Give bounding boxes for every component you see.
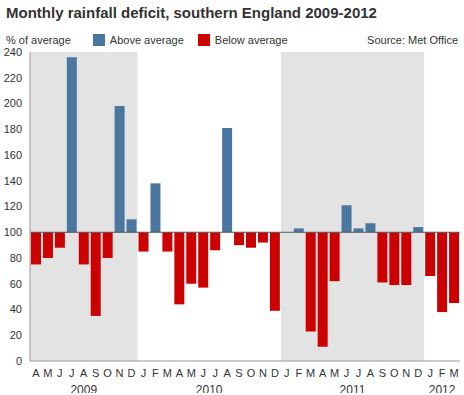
svg-text:S: S	[92, 367, 99, 379]
svg-text:A: A	[367, 367, 375, 379]
svg-text:J: J	[200, 367, 206, 379]
svg-text:F: F	[439, 367, 446, 379]
svg-text:80: 80	[10, 252, 22, 264]
svg-text:M: M	[43, 367, 52, 379]
svg-text:A: A	[176, 367, 184, 379]
svg-text:O: O	[390, 367, 399, 379]
svg-text:D: D	[128, 367, 136, 379]
svg-text:J: J	[69, 367, 75, 379]
svg-text:M: M	[187, 367, 196, 379]
svg-text:J: J	[141, 367, 147, 379]
svg-text:2012: 2012	[429, 383, 456, 393]
html-text:Above average: Above average	[109, 34, 184, 46]
svg-text:F: F	[295, 367, 302, 379]
svg-text:N: N	[116, 367, 124, 379]
svg-text:M: M	[163, 367, 172, 379]
svg-text:A: A	[319, 367, 327, 379]
svg-text:S: S	[379, 367, 386, 379]
html-text:% of average: % of average	[6, 34, 71, 46]
svg-text:A: A	[223, 367, 231, 379]
html-text:Monthly rainfall deficit, sout: Monthly rainfall deficit, southern Engla…	[6, 4, 377, 21]
svg-text:2009: 2009	[70, 383, 97, 393]
svg-text:M: M	[330, 367, 339, 379]
svg-text:D: D	[271, 367, 279, 379]
svg-text:J: J	[284, 367, 290, 379]
svg-text:M: M	[306, 367, 315, 379]
svg-text:O: O	[247, 367, 256, 379]
svg-text:A: A	[80, 367, 88, 379]
svg-text:S: S	[235, 367, 242, 379]
html-text:Source: Met Office: Source: Met Office	[367, 34, 458, 46]
svg-text:J: J	[57, 367, 63, 379]
svg-text:220: 220	[8, 72, 22, 84]
svg-text:2011: 2011	[340, 383, 366, 393]
svg-text:N: N	[259, 367, 267, 379]
svg-text:140: 140	[8, 175, 22, 187]
svg-text:200: 200	[8, 97, 22, 109]
svg-text:J: J	[344, 367, 350, 379]
svg-text:160: 160	[8, 149, 22, 161]
html-text:Below average: Below average	[214, 34, 288, 46]
svg-text:N: N	[402, 367, 410, 379]
svg-text:A: A	[32, 367, 40, 379]
svg-text:J: J	[427, 367, 433, 379]
svg-text:240: 240	[8, 48, 22, 58]
svg-text:2010: 2010	[196, 383, 223, 393]
svg-text:20: 20	[10, 329, 22, 341]
svg-text:J: J	[356, 367, 362, 379]
svg-text:120: 120	[8, 200, 22, 212]
svg-text:J: J	[212, 367, 218, 379]
svg-text:F: F	[152, 367, 159, 379]
svg-text:40: 40	[10, 303, 22, 315]
svg-text:100: 100	[8, 226, 22, 238]
svg-text:D: D	[414, 367, 422, 379]
svg-text:60: 60	[10, 278, 22, 290]
svg-text:M: M	[449, 367, 456, 379]
svg-text:O: O	[103, 367, 112, 379]
svg-text:0: 0	[16, 355, 22, 367]
svg-text:180: 180	[8, 123, 22, 135]
